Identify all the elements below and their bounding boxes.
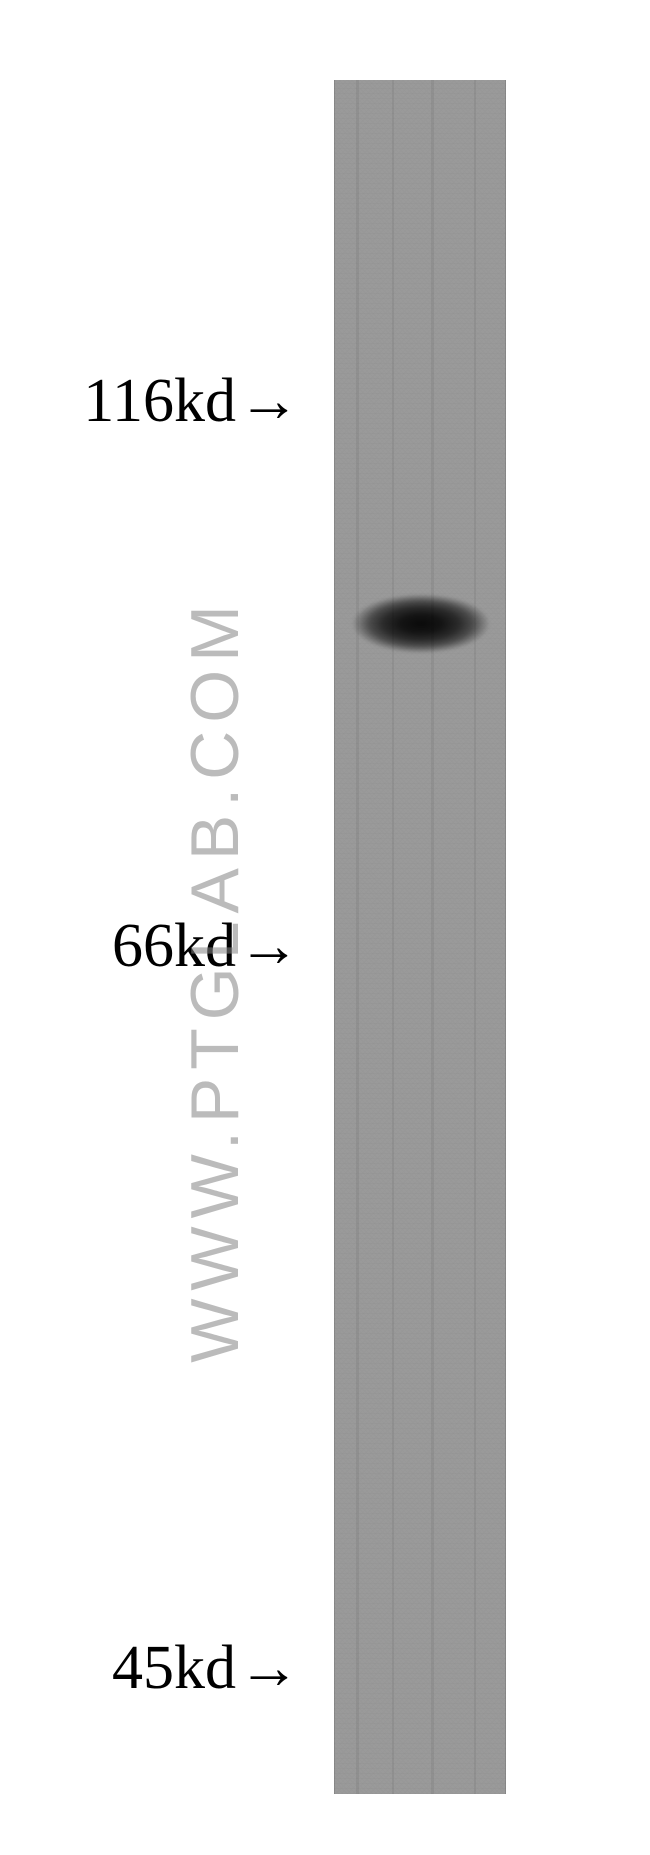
arrow-icon: → [238, 1633, 300, 1704]
marker-label-116: 116kd→ [0, 366, 300, 437]
gel-lane [334, 80, 506, 1794]
marker-text: 66kd [112, 912, 236, 980]
marker-text: 116kd [83, 367, 236, 435]
marker-text: 45kd [112, 1634, 236, 1702]
marker-label-45: 45kd→ [0, 1633, 300, 1704]
protein-band [352, 592, 490, 658]
blot-figure: 116kd→ 66kd→ 45kd→ WWW.PTGLAB.COM [0, 0, 650, 1855]
marker-label-66: 66kd→ [0, 911, 300, 982]
arrow-icon: → [238, 366, 300, 437]
arrow-icon: → [238, 911, 300, 982]
